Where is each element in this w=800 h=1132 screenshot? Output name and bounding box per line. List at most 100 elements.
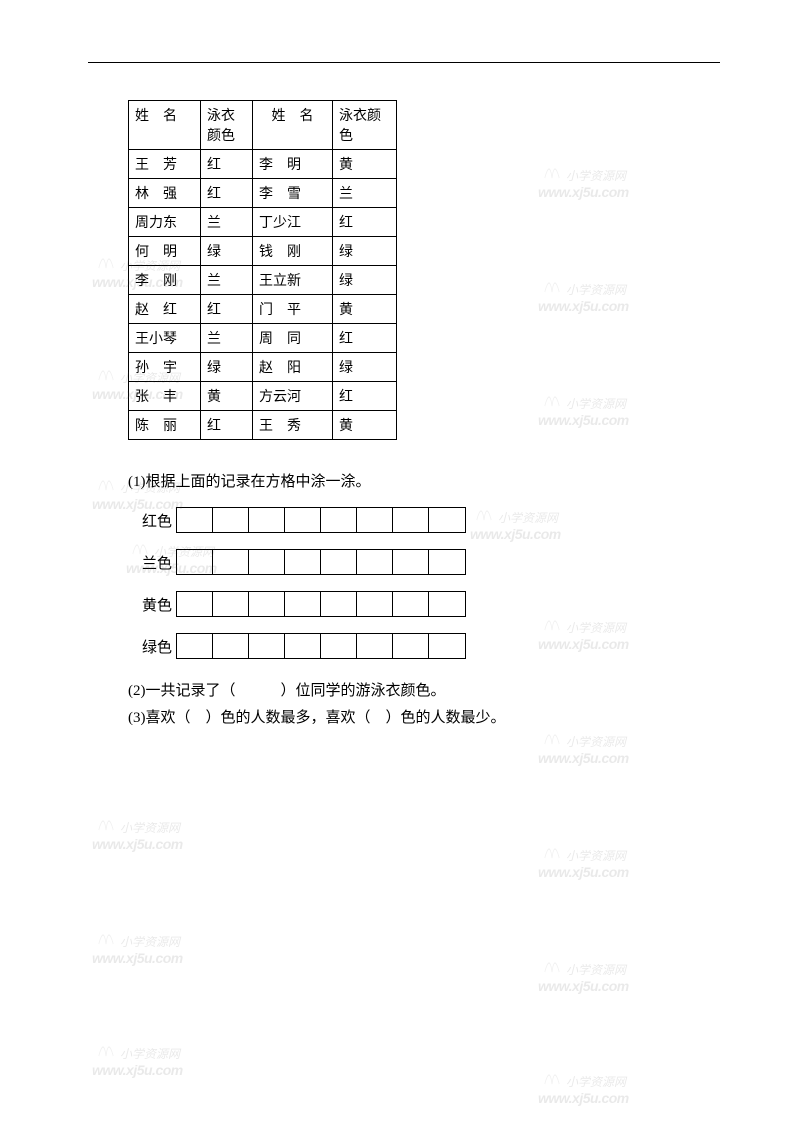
table-row: 王 芳红李 明黄 [129, 150, 397, 179]
cell-name-1: 何 明 [129, 237, 201, 266]
cell-name-2: 门 平 [253, 295, 333, 324]
bar-chart-grid: 红色兰色黄色绿色 [128, 507, 688, 659]
chart-box [393, 508, 429, 532]
watermark: 小学资源网www.xj5u.com [538, 952, 629, 994]
chart-box [285, 592, 321, 616]
chart-box [357, 592, 393, 616]
chart-row: 兰色 [128, 549, 688, 575]
cell-color-2: 红 [333, 382, 397, 411]
cell-name-2: 王立新 [253, 266, 333, 295]
chart-boxes [176, 633, 466, 659]
table-row: 李 刚兰王立新绿 [129, 266, 397, 295]
chart-box [393, 592, 429, 616]
chart-box [177, 592, 213, 616]
cell-name-2: 王 秀 [253, 411, 333, 440]
cell-color-1: 黄 [201, 382, 253, 411]
chart-box [393, 550, 429, 574]
cell-color-2: 红 [333, 324, 397, 353]
cell-name-1: 李 刚 [129, 266, 201, 295]
question-1: (1)根据上面的记录在方格中涂一涂。 [128, 470, 688, 491]
cell-color-2: 兰 [333, 179, 397, 208]
cell-name-1: 张 丰 [129, 382, 201, 411]
cell-color-1: 绿 [201, 237, 253, 266]
cell-name-1: 王小琴 [129, 324, 201, 353]
question-2: (2)一共记录了（ ）位同学的游泳衣颜色。 [128, 679, 688, 700]
cell-color-1: 红 [201, 411, 253, 440]
cell-color-2: 绿 [333, 237, 397, 266]
chart-box [249, 550, 285, 574]
cell-color-2: 绿 [333, 266, 397, 295]
cell-color-1: 绿 [201, 353, 253, 382]
chart-box [213, 550, 249, 574]
question-3: (3)喜欢（ ）色的人数最多，喜欢（ ）色的人数最少。 [128, 706, 688, 727]
cell-name-2: 丁少江 [253, 208, 333, 237]
chart-box [285, 550, 321, 574]
chart-box [213, 634, 249, 658]
watermark: 小学资源网www.xj5u.com [92, 1036, 183, 1078]
cell-name-2: 方云河 [253, 382, 333, 411]
chart-box [177, 634, 213, 658]
watermark: 小学资源网www.xj5u.com [92, 924, 183, 966]
cell-name-1: 赵 红 [129, 295, 201, 324]
chart-row: 黄色 [128, 591, 688, 617]
chart-box [285, 634, 321, 658]
cell-color-1: 兰 [201, 324, 253, 353]
chart-box [249, 592, 285, 616]
chart-box [357, 634, 393, 658]
chart-box [429, 550, 465, 574]
chart-label: 兰色 [128, 552, 176, 573]
cell-color-1: 兰 [201, 208, 253, 237]
cell-color-1: 红 [201, 295, 253, 324]
table-row: 孙 宇绿赵 阳绿 [129, 353, 397, 382]
cell-color-2: 黄 [333, 150, 397, 179]
chart-box [357, 508, 393, 532]
chart-box [285, 508, 321, 532]
chart-box [321, 508, 357, 532]
chart-box [321, 634, 357, 658]
chart-box [213, 592, 249, 616]
table-row: 林 强红李 雪兰 [129, 179, 397, 208]
cell-color-2: 黄 [333, 411, 397, 440]
page-top-rule [88, 62, 720, 63]
cell-name-1: 王 芳 [129, 150, 201, 179]
table-row: 赵 红红门 平黄 [129, 295, 397, 324]
chart-box [429, 634, 465, 658]
table-row: 张 丰黄方云河红 [129, 382, 397, 411]
chart-box [177, 550, 213, 574]
table-row: 王小琴兰周 同红 [129, 324, 397, 353]
table-row: 何 明绿钱 刚绿 [129, 237, 397, 266]
cell-color-2: 黄 [333, 295, 397, 324]
chart-box [177, 508, 213, 532]
chart-label: 红色 [128, 510, 176, 531]
watermark: 小学资源网www.xj5u.com [92, 810, 183, 852]
chart-boxes [176, 549, 466, 575]
cell-name-2: 周 同 [253, 324, 333, 353]
table-row: 陈 丽红王 秀黄 [129, 411, 397, 440]
chart-box [393, 634, 429, 658]
header-color-2: 泳衣颜色 [333, 101, 397, 150]
table-header-row: 姓 名 泳衣 颜色 姓 名 泳衣颜色 [129, 101, 397, 150]
content-area: 姓 名 泳衣 颜色 姓 名 泳衣颜色 王 芳红李 明黄林 强红李 雪兰周力东兰丁… [128, 100, 688, 733]
chart-box [429, 508, 465, 532]
cell-name-1: 周力东 [129, 208, 201, 237]
header-color-1: 泳衣 颜色 [201, 101, 253, 150]
chart-box [249, 508, 285, 532]
cell-name-2: 李 雪 [253, 179, 333, 208]
chart-box [249, 634, 285, 658]
cell-name-2: 钱 刚 [253, 237, 333, 266]
chart-box [429, 592, 465, 616]
table-row: 周力东兰丁少江红 [129, 208, 397, 237]
chart-box [357, 550, 393, 574]
cell-name-1: 孙 宇 [129, 353, 201, 382]
cell-name-1: 林 强 [129, 179, 201, 208]
chart-row: 红色 [128, 507, 688, 533]
chart-label: 绿色 [128, 636, 176, 657]
chart-box [321, 550, 357, 574]
cell-name-2: 赵 阳 [253, 353, 333, 382]
header-name-2: 姓 名 [253, 101, 333, 150]
chart-boxes [176, 591, 466, 617]
cell-color-1: 红 [201, 179, 253, 208]
cell-color-2: 绿 [333, 353, 397, 382]
cell-name-2: 李 明 [253, 150, 333, 179]
chart-box [321, 592, 357, 616]
